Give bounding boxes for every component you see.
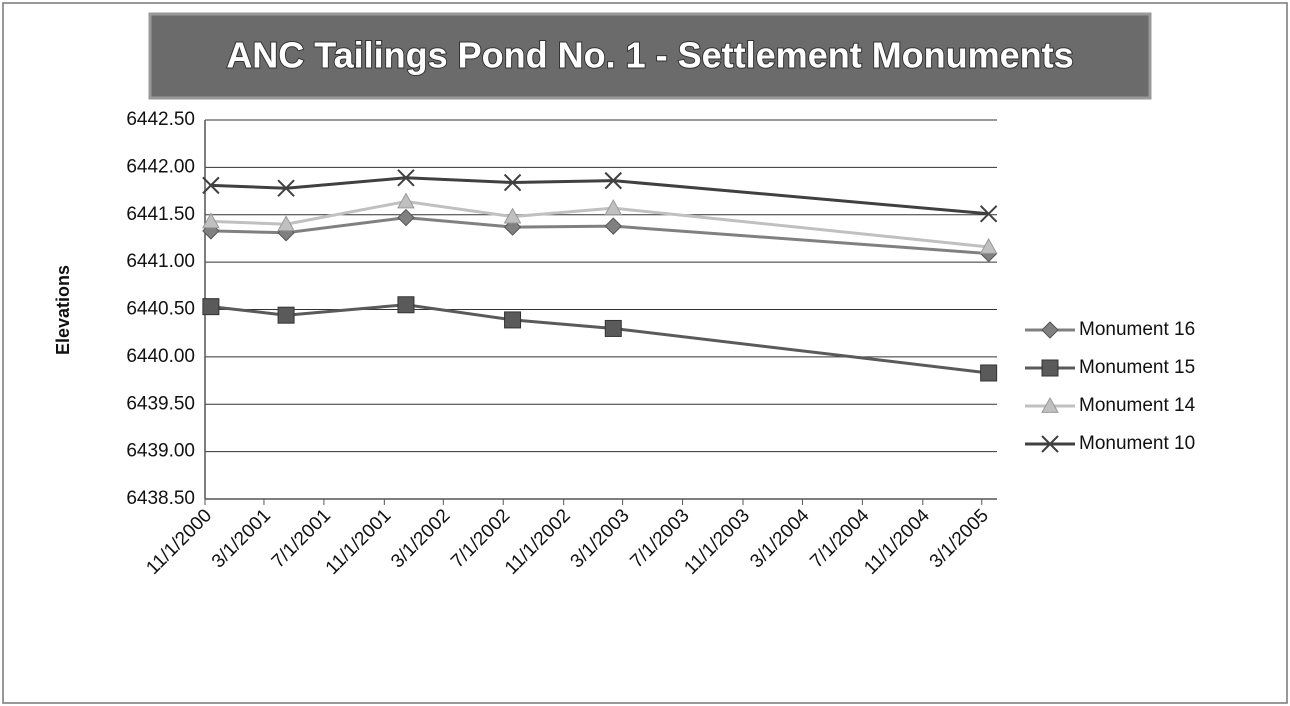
chart-title: ANC Tailings Pond No. 1 - Settlement Mon…	[226, 35, 1073, 76]
data-point	[397, 192, 415, 209]
data-point	[202, 176, 220, 195]
data-point	[503, 173, 522, 192]
y-tick-label: 6439.00	[126, 441, 195, 462]
data-point	[202, 212, 220, 229]
y-axis-label: Elevations	[53, 265, 73, 355]
series-line	[210, 199, 989, 249]
data-point	[604, 171, 622, 190]
legend-label: Monument 14	[1079, 395, 1196, 416]
data-point	[397, 296, 415, 314]
data-point	[980, 364, 998, 382]
y-tick-label: 6442.00	[126, 156, 195, 177]
series-line	[210, 176, 989, 216]
data-point	[397, 169, 415, 187]
series-line	[210, 303, 989, 375]
y-tick-label: 6440.00	[126, 346, 195, 367]
data-point	[604, 319, 622, 337]
legend-label: Monument 16	[1079, 319, 1195, 340]
y-tick-label: 6441.00	[126, 251, 195, 272]
series-line	[210, 216, 989, 256]
y-tick-label: 6438.50	[126, 488, 195, 509]
data-point	[277, 306, 295, 324]
data-point	[604, 199, 623, 216]
title-box	[148, 12, 1152, 100]
data-point	[979, 237, 998, 254]
legend-label: Monument 10	[1079, 433, 1195, 454]
legend-marker	[1041, 321, 1059, 339]
y-tick-label: 6440.50	[126, 299, 195, 320]
y-tick-label: 6439.50	[126, 393, 195, 414]
legend-marker	[1041, 396, 1059, 413]
data-point	[277, 215, 295, 232]
data-point	[397, 208, 415, 227]
y-tick-label: 6441.50	[126, 204, 195, 225]
legend-marker	[1041, 435, 1059, 453]
data-point	[979, 205, 998, 223]
legend-marker	[1041, 359, 1059, 377]
y-tick-label: 6442.50	[126, 109, 195, 130]
data-point	[504, 311, 522, 329]
data-point	[202, 298, 220, 316]
data-point	[503, 207, 522, 224]
legend-label: Monument 15	[1079, 357, 1195, 378]
data-point	[604, 217, 622, 235]
data-point	[277, 179, 295, 197]
